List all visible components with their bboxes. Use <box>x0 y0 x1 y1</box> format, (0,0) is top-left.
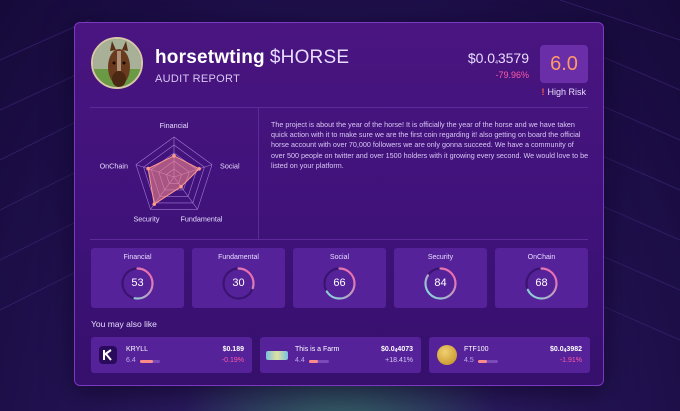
recommendation-card[interactable]: FTF100 4.5 $0.043982 -1.91% <box>429 337 590 373</box>
like-token-name: KRYLL <box>126 346 149 353</box>
radar-grid-ring <box>143 144 205 204</box>
radar-value-area <box>147 155 200 206</box>
radar-axis-label: Social <box>220 162 240 171</box>
radar-axis-label: Security <box>134 214 160 223</box>
like-price: $0.189 <box>223 346 244 353</box>
divider <box>258 107 259 239</box>
metric-ring <box>424 267 457 300</box>
risk-label: ! High Risk <box>541 87 586 97</box>
like-price: $0.043982 <box>550 346 582 354</box>
radar-point <box>152 202 157 206</box>
like-token-name: This is a Farm <box>295 346 340 353</box>
metric-value: 53 <box>131 277 144 289</box>
like-change: -0.19% <box>221 357 244 364</box>
recommendation-card[interactable]: KRYLL 6.4 $0.189 -0.19% <box>91 337 252 373</box>
like-score-bar <box>140 360 160 363</box>
price-change: -79.96% <box>495 70 529 80</box>
radar-axis-label: OnChain <box>100 162 128 171</box>
metric-label: OnChain <box>527 254 556 261</box>
like-score-bar-fill <box>140 360 153 363</box>
radar-point <box>179 184 183 189</box>
risk-text: High Risk <box>547 87 586 97</box>
score-badge: 6.0 <box>540 45 588 83</box>
like-price-text: $0.189 <box>222 346 244 353</box>
token-name: horsetwting <box>155 47 265 68</box>
like-score: 6.4 <box>126 357 136 364</box>
you-may-like-title: You may also like <box>91 319 157 329</box>
metric-ring <box>525 267 558 300</box>
radar-point <box>197 167 201 171</box>
metric-card-security[interactable]: Security 84 <box>394 248 487 308</box>
metric-card-social[interactable]: Social 66 <box>293 248 386 308</box>
token-title: horsetwting $HORSE <box>155 47 349 69</box>
metric-value: 68 <box>535 277 548 289</box>
like-price-subscript: 4 <box>394 348 398 354</box>
metric-ring <box>323 267 356 300</box>
metric-card-financial[interactable]: Financial 53 <box>91 248 184 308</box>
exclamation-icon: ! <box>541 87 545 97</box>
metric-label: Social <box>329 254 350 261</box>
like-price-suffix: 3982 <box>566 346 582 353</box>
metric-ring <box>121 267 154 300</box>
price-subscript: 4 <box>495 60 498 66</box>
like-score: 4.5 <box>464 357 474 364</box>
like-score: 4.4 <box>295 357 305 364</box>
metric-value: 30 <box>232 277 245 289</box>
like-token-name: FTF100 <box>464 346 489 353</box>
metric-card-fundamental[interactable]: Fundamental 30 <box>192 248 285 308</box>
divider <box>90 239 588 240</box>
metric-value: 66 <box>333 277 346 289</box>
metric-value: 84 <box>434 277 447 289</box>
metric-label: Fundamental <box>218 254 259 261</box>
kryll-logo-icon <box>99 346 117 364</box>
radar-axis-label: Fundamental <box>181 214 223 223</box>
recommendation-card[interactable]: This is a Farm 4.4 $0.044073 +18.41% <box>260 337 421 373</box>
like-price-prefix: $0.0 <box>381 346 395 353</box>
horse-avatar <box>91 37 143 89</box>
price-prefix: $0.0 <box>467 50 496 66</box>
token-price: $0.043579 <box>468 50 529 66</box>
token-ticker: $HORSE <box>269 47 350 68</box>
like-price-suffix: 4073 <box>397 346 413 353</box>
coin-logo-icon <box>437 345 457 365</box>
like-score-bar-fill <box>309 360 318 363</box>
price-suffix: 3579 <box>497 50 529 66</box>
radar-point <box>146 166 150 171</box>
like-score-bar-fill <box>478 360 487 363</box>
like-price-subscript: 4 <box>563 348 567 354</box>
radar-grid-ring <box>135 136 213 210</box>
metric-label: Financial <box>123 254 152 261</box>
radar-point <box>172 154 176 158</box>
metric-label: Security <box>427 254 454 261</box>
divider <box>90 107 588 108</box>
radar-chart: Financial Social Fundamental Security OnChai… <box>100 121 240 223</box>
radar-axis-label: Financial <box>160 121 189 130</box>
like-price-prefix: $0.0 <box>550 346 564 353</box>
metric-ring <box>222 267 255 300</box>
project-description: The project is about the year of the hor… <box>271 120 589 170</box>
metric-card-onchain[interactable]: OnChain 68 <box>495 248 588 308</box>
like-change: -1.91% <box>559 357 582 364</box>
like-score-bar <box>478 360 498 363</box>
like-score-bar <box>309 360 329 363</box>
audit-card: horsetwting $HORSE AUDIT REPORT $0.043579… <box>74 22 604 386</box>
like-price: $0.044073 <box>381 346 413 354</box>
farm-logo-icon <box>266 351 288 360</box>
like-change: +18.41% <box>385 357 413 364</box>
report-subtitle: AUDIT REPORT <box>155 73 241 85</box>
